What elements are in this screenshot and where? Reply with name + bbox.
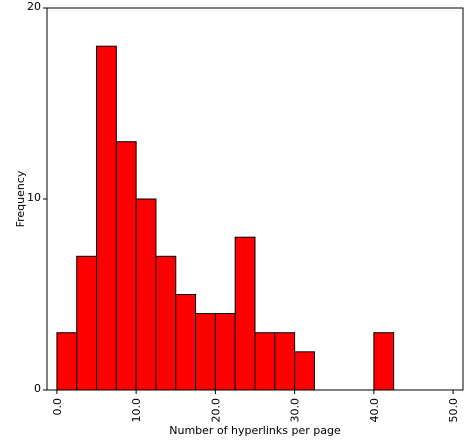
- y-tick-label-0: 0: [34, 382, 41, 395]
- y-tick-label-1: 10: [27, 191, 41, 204]
- x-tick-label-0: 0.0: [51, 398, 64, 416]
- y-axis-label: Frequency: [14, 170, 27, 227]
- histogram-bar-8: [214, 313, 236, 391]
- bars-group: [56, 45, 395, 391]
- x-tick-label-3: 30.0: [289, 398, 302, 423]
- y-axis-ticks: 0 10 20: [27, 0, 47, 395]
- y-tick-label-2: 20: [27, 0, 41, 13]
- histogram-bar-12: [294, 351, 315, 391]
- x-tick-label-4: 40.0: [368, 398, 381, 423]
- x-axis-label: Number of hyperlinks per page: [169, 424, 341, 437]
- histogram-bar-10: [254, 332, 276, 391]
- x-axis-ticks: 0.0 10.0 20.0 30.0 40.0 50.0: [51, 390, 460, 423]
- histogram-bar-3: [115, 141, 137, 391]
- histogram-bar-9: [234, 236, 256, 391]
- histogram-bar-4: [135, 198, 157, 391]
- histogram-bar-13: [373, 332, 395, 391]
- histogram-bar-11: [274, 332, 296, 391]
- x-tick-label-1: 10.0: [130, 398, 143, 423]
- histogram-bar-6: [175, 294, 197, 391]
- histogram-bar-0: [56, 332, 78, 391]
- histogram-bar-5: [155, 255, 177, 391]
- histogram-bar-1: [76, 255, 98, 391]
- x-tick-label-2: 20.0: [209, 398, 222, 423]
- histogram-bar-2: [96, 45, 117, 391]
- histogram-bar-7: [195, 313, 216, 391]
- x-tick-label-5: 50.0: [447, 398, 460, 423]
